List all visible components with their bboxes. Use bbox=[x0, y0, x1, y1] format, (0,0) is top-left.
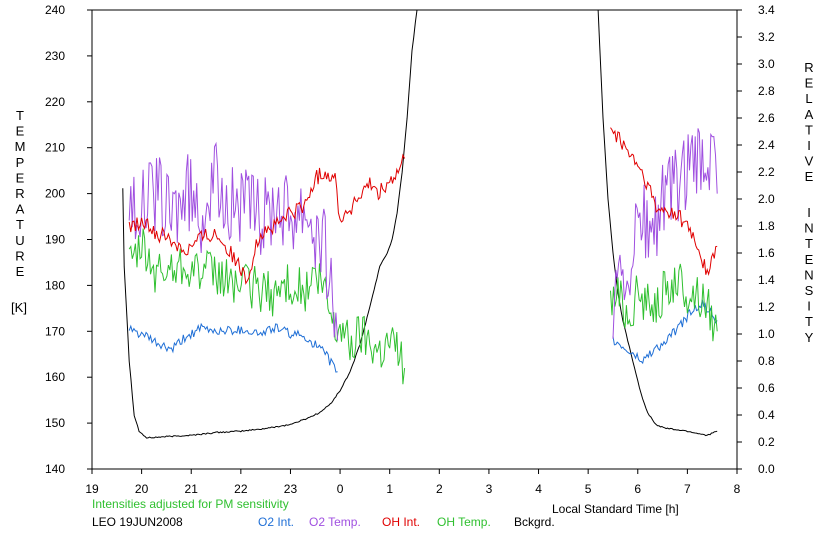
x-tick-label: 1 bbox=[386, 482, 393, 496]
right-axis-label-letter: E bbox=[805, 169, 814, 184]
left-tick-label: 220 bbox=[45, 95, 65, 109]
series-line-o2-temp bbox=[612, 128, 718, 339]
x-tick-label: 20 bbox=[135, 482, 149, 496]
legend-entry: O2 Temp. bbox=[309, 515, 361, 529]
right-axis-label-letter: N bbox=[804, 221, 813, 236]
right-axis-label-letter: L bbox=[805, 91, 812, 106]
series-line-o2-int bbox=[612, 299, 718, 365]
legend-entry: OH Temp. bbox=[437, 515, 491, 529]
right-axis-label-letter: I bbox=[807, 138, 811, 153]
right-tick-label: 0.2 bbox=[758, 435, 775, 449]
right-tick-label: 0.6 bbox=[758, 381, 775, 395]
left-tick-label: 170 bbox=[45, 324, 65, 338]
right-axis-label-letter: E bbox=[805, 252, 814, 267]
right-tick-label: 2.4 bbox=[758, 138, 775, 152]
right-tick-label: 1.0 bbox=[758, 327, 775, 341]
note-text: Intensities adjusted for PM sensitivity bbox=[92, 497, 289, 511]
right-tick-label: 1.4 bbox=[758, 273, 775, 287]
left-axis-label-letter: M bbox=[15, 139, 26, 154]
left-tick-label: 240 bbox=[45, 3, 65, 17]
x-tick-label: 0 bbox=[337, 482, 344, 496]
plot-frame bbox=[91, 9, 738, 470]
series-line-oh-int bbox=[128, 153, 406, 285]
left-tick-label: 180 bbox=[45, 278, 65, 292]
left-tick-label: 160 bbox=[45, 370, 65, 384]
x-tick-label: 22 bbox=[234, 482, 248, 496]
right-axis-label-letter: N bbox=[804, 267, 813, 282]
left-tick-label: 200 bbox=[45, 187, 65, 201]
left-axis-label-letter: E bbox=[16, 124, 25, 139]
series-line-oh-temp bbox=[128, 228, 406, 385]
right-axis-label-letter: S bbox=[805, 283, 814, 298]
right-axis-label-letter: Y bbox=[805, 330, 814, 345]
x-tick-label: 21 bbox=[185, 482, 199, 496]
left-tick-label: 140 bbox=[45, 462, 65, 476]
x-tick-label: 2 bbox=[436, 482, 443, 496]
right-tick-label: 2.6 bbox=[758, 111, 775, 125]
x-tick-label: 19 bbox=[85, 482, 99, 496]
x-tick-label: 5 bbox=[585, 482, 592, 496]
left-axis-label-letter: R bbox=[15, 248, 24, 263]
right-axis-label-letter: A bbox=[805, 107, 814, 122]
right-axis-label-letter: R bbox=[804, 60, 813, 75]
left-axis-unit: [K] bbox=[11, 300, 27, 315]
left-tick-label: 150 bbox=[45, 416, 65, 430]
right-tick-label: 2.0 bbox=[758, 192, 775, 206]
right-axis-label-letter: V bbox=[805, 154, 814, 169]
left-tick-label: 190 bbox=[45, 233, 65, 247]
left-tick-label: 210 bbox=[45, 141, 65, 155]
legend-entry: Bckgrd. bbox=[514, 515, 555, 529]
series-line-o2-int bbox=[128, 322, 338, 373]
series-line-oh-temp bbox=[610, 263, 718, 342]
right-tick-label: 0.4 bbox=[758, 408, 775, 422]
right-axis-label-letter: T bbox=[805, 122, 813, 137]
series-line-oh-int bbox=[610, 127, 718, 276]
right-tick-label: 3.0 bbox=[758, 57, 775, 71]
right-tick-label: 1.2 bbox=[758, 300, 775, 314]
right-tick-label: 1.6 bbox=[758, 246, 775, 260]
x-tick-label: 6 bbox=[634, 482, 641, 496]
left-axis-label-letter: U bbox=[15, 233, 24, 248]
x-axis-label: Local Standard Time [h] bbox=[552, 502, 679, 516]
series-group bbox=[122, 10, 718, 439]
right-axis-label-letter: I bbox=[807, 205, 811, 220]
left-axis-label-letter: E bbox=[16, 170, 25, 185]
x-tick-label: 8 bbox=[734, 482, 741, 496]
left-tick-label: 230 bbox=[45, 49, 65, 63]
left-axis-label-letter: A bbox=[16, 202, 25, 217]
right-axis-label-letter: I bbox=[807, 299, 811, 314]
right-tick-label: 1.8 bbox=[758, 219, 775, 233]
series-line-o2-temp bbox=[128, 141, 339, 341]
right-tick-label: 0.0 bbox=[758, 462, 775, 476]
right-axis-label-letter: E bbox=[805, 76, 814, 91]
left-axis-label-letter: T bbox=[16, 217, 24, 232]
left-axis-label-letter: P bbox=[16, 155, 25, 170]
x-tick-label: 23 bbox=[284, 482, 298, 496]
right-tick-label: 3.2 bbox=[758, 30, 775, 44]
right-tick-label: 2.2 bbox=[758, 165, 775, 179]
right-axis-label-letter: T bbox=[805, 236, 813, 251]
x-tick-label: 4 bbox=[535, 482, 542, 496]
series-line-bckgrd bbox=[122, 10, 418, 439]
right-axis-label-letter: T bbox=[805, 314, 813, 329]
legend-entry: OH Int. bbox=[382, 515, 420, 529]
left-axis-label-letter: R bbox=[15, 186, 24, 201]
right-tick-label: 3.4 bbox=[758, 3, 775, 17]
right-tick-label: 2.8 bbox=[758, 84, 775, 98]
right-tick-label: 0.8 bbox=[758, 354, 775, 368]
x-tick-label: 3 bbox=[486, 482, 493, 496]
left-axis-label-letter: T bbox=[16, 108, 24, 123]
legend-entry: O2 Int. bbox=[258, 515, 294, 529]
left-axis-label-letter: E bbox=[16, 264, 25, 279]
x-tick-label: 7 bbox=[684, 482, 691, 496]
station-label: LEO 19JUN2008 bbox=[92, 515, 183, 529]
